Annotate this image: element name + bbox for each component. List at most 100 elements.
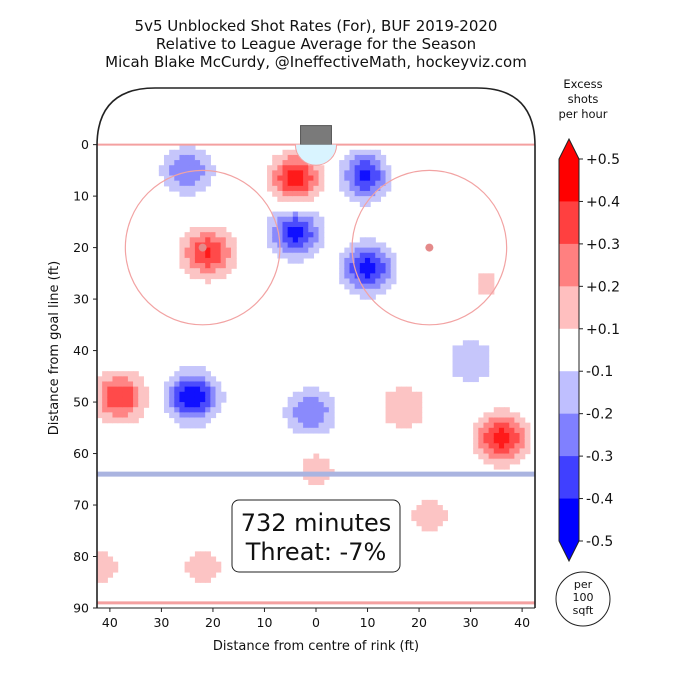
heat-cell: [493, 448, 500, 455]
heat-cell: [267, 242, 273, 249]
heat-cell: [375, 160, 382, 166]
heat-cell: [179, 144, 186, 151]
heat-cell: [524, 422, 531, 429]
heat-cell: [292, 154, 299, 161]
heat-cell: [359, 165, 366, 171]
heat-cell: [359, 257, 366, 264]
heat-cell: [370, 273, 376, 280]
heat-cell: [102, 561, 108, 568]
heat-cell: [200, 412, 206, 419]
heat-cell: [308, 190, 315, 197]
heat-cell: [189, 371, 196, 377]
heat-cell: [462, 376, 469, 383]
heat-cell: [282, 180, 289, 187]
heat-cell: [504, 448, 510, 455]
colorbar-segment: [559, 201, 579, 245]
heat-cell: [303, 180, 309, 187]
heat-cell: [194, 247, 201, 254]
heat-cell: [189, 571, 196, 578]
heat-cell: [215, 232, 222, 238]
y-tick-label: 90: [73, 601, 89, 616]
heat-cell: [462, 355, 469, 362]
heat-cell: [313, 216, 320, 223]
heat-cell: [375, 190, 382, 197]
heat-cell: [272, 185, 278, 192]
heat-cell: [328, 396, 335, 403]
heat-cell: [468, 376, 474, 383]
heat-cell: [292, 247, 299, 254]
heat-cell: [339, 273, 345, 280]
heat-cell: [97, 561, 103, 568]
heat-cell: [200, 577, 206, 583]
heat-cell: [194, 227, 201, 233]
heat-cell: [277, 165, 284, 171]
heat-cell: [303, 386, 309, 393]
heat-cell: [354, 247, 361, 254]
heat-cell: [504, 438, 510, 444]
heat-cell: [297, 221, 304, 228]
heat-cell: [483, 412, 490, 419]
heat-cell: [370, 149, 376, 156]
heat-cell: [122, 391, 129, 398]
heat-cell: [297, 165, 304, 171]
y-tick-label: 0: [81, 137, 89, 152]
heat-cell: [478, 366, 485, 372]
heat-cell: [210, 561, 217, 568]
heat-cell: [287, 154, 294, 161]
heat-cell: [416, 505, 423, 511]
heat-cell: [184, 190, 191, 197]
heat-cell: [189, 252, 196, 259]
heat-cell: [287, 175, 294, 182]
heat-cell: [426, 525, 433, 532]
heat-cell: [411, 412, 418, 419]
heat-cell: [179, 237, 186, 244]
heat-cell: [488, 278, 495, 285]
heat-cell: [194, 561, 201, 568]
heat-cell: [370, 154, 376, 161]
heat-cell: [287, 232, 294, 238]
heat-cell: [375, 278, 382, 285]
heat-cell: [138, 386, 144, 393]
heat-cell: [380, 185, 387, 192]
heat-cell: [184, 381, 191, 388]
heat-cell: [303, 216, 309, 223]
heat-cell: [117, 381, 124, 388]
heat-cell: [277, 154, 284, 161]
heat-cell: [370, 185, 376, 192]
heat-cell: [205, 566, 211, 573]
heat-cell: [210, 381, 217, 388]
heat-cell: [179, 381, 186, 388]
heat-cell: [107, 561, 114, 568]
heat-cell: [184, 165, 191, 171]
plot-area: [96, 87, 536, 608]
heat-cell: [215, 242, 222, 249]
heat-cell: [483, 443, 490, 449]
heat-cell: [401, 391, 407, 398]
heat-cell: [498, 432, 505, 439]
heat-cell: [504, 417, 510, 424]
heat-cell: [385, 185, 392, 192]
heat-cell: [230, 247, 237, 254]
heat-cell: [318, 175, 325, 182]
heat-cell: [179, 175, 186, 182]
heat-cell: [205, 381, 211, 388]
heat-cell: [107, 381, 114, 388]
heat-cell: [359, 263, 366, 269]
heat-cell: [323, 402, 330, 408]
heat-cell: [483, 273, 490, 280]
heat-cell: [272, 165, 278, 171]
heat-cell: [200, 376, 206, 383]
heat-cell: [478, 283, 485, 290]
heat-cell: [411, 417, 418, 424]
heat-cell: [282, 211, 289, 218]
heat-cell: [437, 515, 443, 522]
heat-cell: [297, 242, 304, 249]
heat-cell: [308, 479, 315, 486]
heat-cell: [174, 154, 181, 161]
heat-cell: [344, 175, 351, 182]
heat-cell: [194, 417, 201, 424]
heat-cell: [524, 443, 531, 449]
heat-cell: [359, 175, 366, 182]
heat-cell: [179, 402, 186, 408]
heat-cell: [308, 242, 315, 249]
